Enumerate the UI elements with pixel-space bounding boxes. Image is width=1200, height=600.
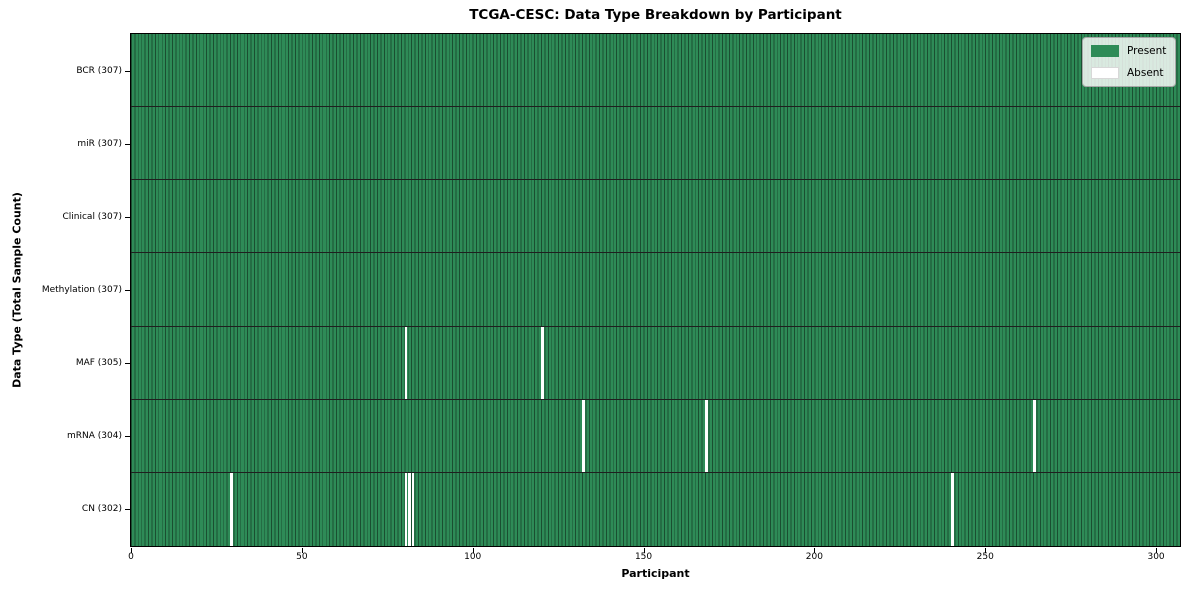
legend-entry-absent: Absent bbox=[1091, 67, 1167, 79]
y-tick bbox=[125, 143, 130, 145]
y-tick-label: BCR (307) bbox=[76, 65, 122, 76]
heatmap-row-mir bbox=[131, 107, 1180, 181]
x-tick bbox=[131, 547, 132, 553]
x-tick-label: 150 bbox=[634, 552, 653, 562]
y-tick-label: CN (302) bbox=[81, 504, 122, 515]
y-tick-label: Methylation (307) bbox=[41, 285, 122, 295]
absent-cell bbox=[541, 326, 545, 399]
heatmap-plot-area bbox=[130, 33, 1181, 547]
heatmap-row-maf bbox=[131, 326, 1180, 400]
x-tick bbox=[1156, 547, 1158, 553]
y-tick-label: mRNA (304) bbox=[67, 431, 122, 442]
y-tick-label: Clinical (307) bbox=[62, 211, 122, 222]
absent-cell bbox=[1033, 399, 1037, 472]
absent-cell bbox=[705, 399, 709, 472]
legend-label-absent: Absent bbox=[1127, 66, 1164, 79]
y-tick-label: miR (307) bbox=[77, 138, 122, 149]
absent-cell bbox=[404, 326, 408, 399]
heatmap-row-bcr bbox=[131, 34, 1180, 108]
chart-title: TCGA-CESC: Data Type Breakdown by Partic… bbox=[469, 7, 842, 23]
y-tick-label: MAF (305) bbox=[75, 358, 122, 369]
absent-cell bbox=[411, 472, 415, 546]
heatmap-row-mrna bbox=[131, 399, 1180, 473]
x-axis-label: Participant bbox=[621, 567, 690, 580]
heatmap-row-clinical bbox=[131, 180, 1180, 254]
x-tick bbox=[301, 547, 303, 553]
x-tick bbox=[472, 547, 474, 553]
y-tick bbox=[125, 436, 130, 438]
legend-swatch-present-icon bbox=[1091, 45, 1119, 57]
heatmap-row-methylation bbox=[131, 253, 1180, 327]
y-tick bbox=[125, 70, 130, 72]
absent-cell bbox=[582, 399, 586, 472]
y-tick bbox=[125, 363, 130, 365]
y-axis-label: Data Type (Total Sample Count) bbox=[10, 192, 24, 388]
x-tick-label: 300 bbox=[1147, 552, 1165, 562]
absent-cell bbox=[404, 472, 408, 546]
x-tick bbox=[643, 547, 645, 553]
x-tick-label: 0 bbox=[128, 552, 134, 562]
legend-entry-present: Present bbox=[1091, 45, 1167, 57]
y-tick bbox=[125, 509, 130, 511]
x-tick-label: 50 bbox=[296, 552, 308, 562]
absent-cell bbox=[951, 472, 955, 546]
absent-cell bbox=[408, 472, 411, 546]
x-tick-label: 250 bbox=[976, 552, 994, 562]
x-tick bbox=[814, 547, 816, 553]
x-tick-label: 100 bbox=[464, 552, 482, 562]
legend-swatch-absent-icon bbox=[1091, 67, 1119, 79]
y-tick bbox=[125, 290, 130, 291]
x-tick bbox=[985, 547, 987, 553]
x-tick-label: 200 bbox=[805, 552, 823, 562]
legend: Present Absent bbox=[1082, 37, 1176, 87]
heatmap-row-cn bbox=[131, 472, 1180, 546]
legend-label-present: Present bbox=[1127, 44, 1167, 57]
y-tick bbox=[125, 216, 130, 218]
absent-cell bbox=[230, 472, 234, 546]
